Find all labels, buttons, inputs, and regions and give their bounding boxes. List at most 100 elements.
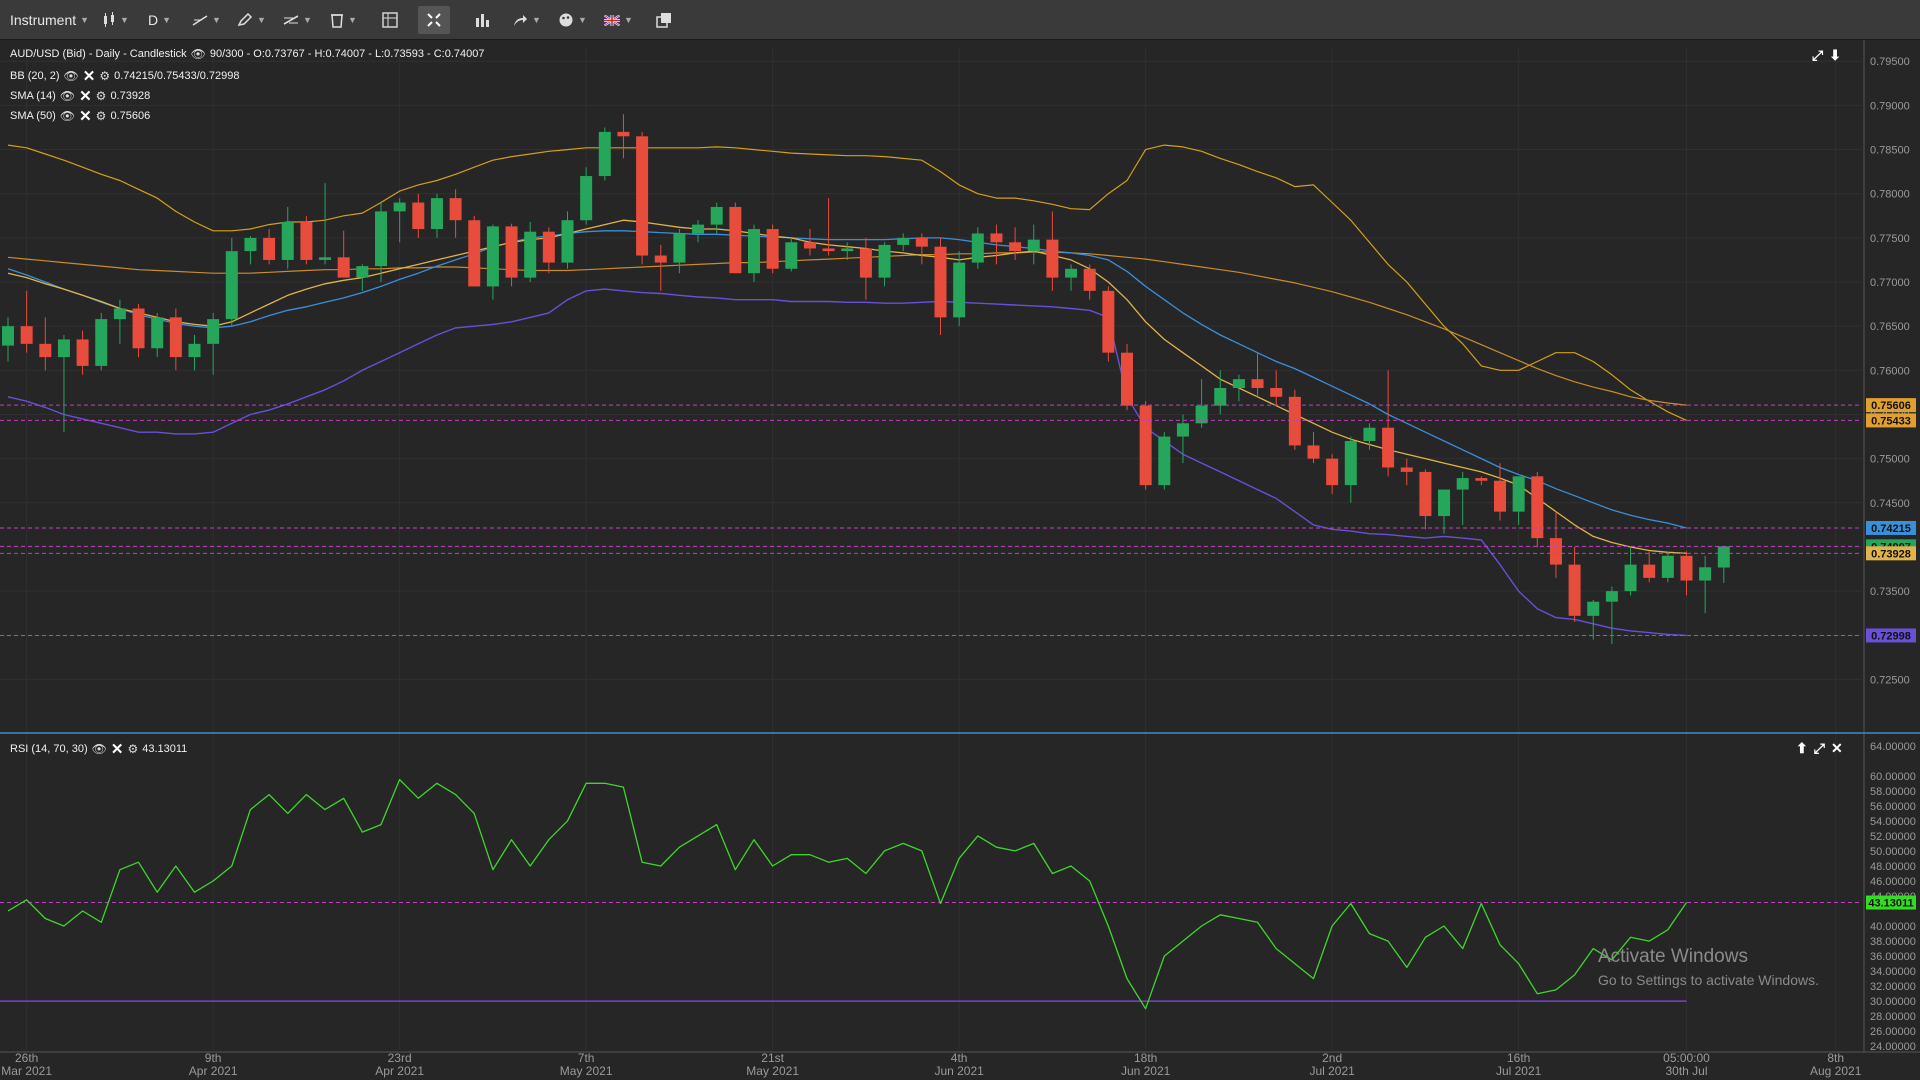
candle: [1176, 414, 1189, 464]
candle: [2, 317, 14, 362]
close-icon[interactable]: ✕: [82, 68, 96, 85]
candle: [300, 215, 313, 265]
timeframe-dropdown[interactable]: D ▼: [148, 6, 171, 34]
y-tick-label: 0.77000: [1870, 277, 1910, 289]
candle: [542, 227, 555, 274]
rsi-panel-controls: ⬆ ⤢ ✕: [1796, 740, 1843, 757]
candle: [748, 224, 760, 283]
candle: [1382, 370, 1395, 477]
candle-body: [1531, 476, 1544, 539]
candle: [188, 335, 201, 371]
x-tick-label: 21st: [761, 1051, 784, 1065]
candle: [468, 215, 481, 287]
x-tick-label: 9th: [205, 1051, 222, 1065]
eye-icon[interactable]: 👁: [63, 69, 79, 83]
theme-button[interactable]: ▼: [558, 6, 587, 34]
chart-type-button[interactable]: ▼: [102, 6, 129, 34]
y-tick-label: 0.79500: [1870, 56, 1910, 68]
y-tick-label: 0.78000: [1870, 189, 1910, 201]
activation-watermark-title: Activate Windows: [1598, 946, 1748, 967]
candle-body: [1699, 567, 1712, 581]
candle: [1009, 227, 1022, 260]
sma14-legend: SMA (14) 👁 ✕ ⚙ 0.73928: [10, 87, 150, 105]
gear-icon[interactable]: ⚙: [127, 742, 139, 756]
eye-icon[interactable]: 👁: [190, 47, 206, 61]
instrument-dropdown[interactable]: Instrument ▼: [10, 6, 89, 34]
fit-chart-button[interactable]: [418, 6, 450, 34]
candle-body: [1587, 601, 1600, 616]
expand-icon[interactable]: ⤢: [1812, 47, 1824, 63]
gear-icon[interactable]: ⚙: [95, 89, 107, 103]
chevron-down-icon: ▼: [348, 15, 357, 25]
close-icon[interactable]: ✕: [110, 741, 124, 758]
price-label-box: [1866, 520, 1916, 535]
candle: [803, 229, 816, 256]
draw-tool-button[interactable]: ▼: [237, 6, 266, 34]
candle-body: [766, 229, 779, 269]
candle: [1475, 476, 1488, 486]
candle: [76, 330, 89, 375]
eye-icon[interactable]: 👁: [59, 109, 76, 123]
candle: [710, 202, 723, 234]
chevron-down-icon: ▼: [162, 15, 172, 25]
candle-body: [822, 248, 835, 252]
candle: [1326, 454, 1339, 494]
close-icon[interactable]: ✕: [79, 88, 92, 105]
y-tick-label: 0.75000: [1870, 454, 1910, 466]
candle-body: [1494, 480, 1506, 512]
x-tick-label: Jun 2021: [934, 1064, 984, 1078]
candle-body: [785, 242, 798, 269]
candle: [375, 202, 387, 283]
close-icon[interactable]: ✕: [79, 108, 92, 125]
layout-button[interactable]: [382, 6, 398, 34]
candle-body: [1027, 239, 1040, 252]
arrow-down-icon[interactable]: ⬇: [1829, 47, 1841, 63]
candle-body: [300, 221, 313, 260]
delete-tool-button[interactable]: ▼: [330, 6, 357, 34]
candle-body: [915, 237, 928, 247]
chevron-down-icon: ▼: [120, 15, 129, 25]
main-legend: AUD/USD (Bid) - Daily - Candlestick 👁 90…: [10, 47, 484, 61]
candle: [244, 236, 257, 265]
uk-flag-icon: [604, 14, 620, 26]
x-tick-label: Apr 2021: [189, 1064, 238, 1078]
detach-window-button[interactable]: [656, 6, 672, 34]
fibonacci-tool-button[interactable]: ▼: [283, 6, 312, 34]
price-chart[interactable]: 0.79500 0.79000 0.78500 0.78000 0.77500 0.770…: [0, 40, 1920, 1080]
x-tick-label: Aug 2021: [1810, 1064, 1862, 1078]
candle-body: [897, 237, 910, 245]
share-button[interactable]: ▼: [512, 6, 541, 34]
candle-body: [748, 229, 760, 274]
candle-body: [971, 233, 984, 263]
x-tick-label: 8th: [1827, 1051, 1844, 1065]
pencil-icon: [237, 13, 253, 27]
bb-lower-line: [7, 288, 1687, 637]
expand-icon[interactable]: ⤢: [1813, 740, 1825, 756]
line-tool-button[interactable]: ▼: [192, 6, 221, 34]
eye-icon[interactable]: 👁: [91, 742, 107, 756]
rsi-y-tick-label: 58.00000: [1870, 786, 1916, 798]
candle-body: [1512, 476, 1525, 512]
candle-body: [1232, 379, 1245, 388]
gear-icon[interactable]: ⚙: [99, 69, 111, 83]
rsi-line: [7, 778, 1688, 1010]
language-button[interactable]: ▼: [604, 6, 633, 34]
chevron-down-icon: ▼: [532, 15, 541, 25]
candle-body: [1475, 478, 1488, 481]
gear-icon[interactable]: ⚙: [95, 109, 107, 123]
bb-middle-line: [7, 230, 1687, 529]
candle: [1661, 551, 1674, 583]
candle-body: [1568, 564, 1581, 616]
candle: [524, 221, 537, 283]
candle: [1027, 224, 1040, 265]
close-icon[interactable]: ✕: [1830, 740, 1843, 756]
candle-body: [710, 206, 723, 225]
candle: [1549, 511, 1562, 578]
rsi-y-tick-label: 52.00000: [1870, 831, 1916, 843]
candle: [486, 224, 499, 300]
eye-icon[interactable]: 👁: [59, 89, 76, 103]
candle-body: [1121, 352, 1133, 406]
candle: [1680, 551, 1693, 596]
arrow-up-icon[interactable]: ⬆: [1796, 740, 1808, 756]
indicators-button[interactable]: [474, 6, 490, 34]
